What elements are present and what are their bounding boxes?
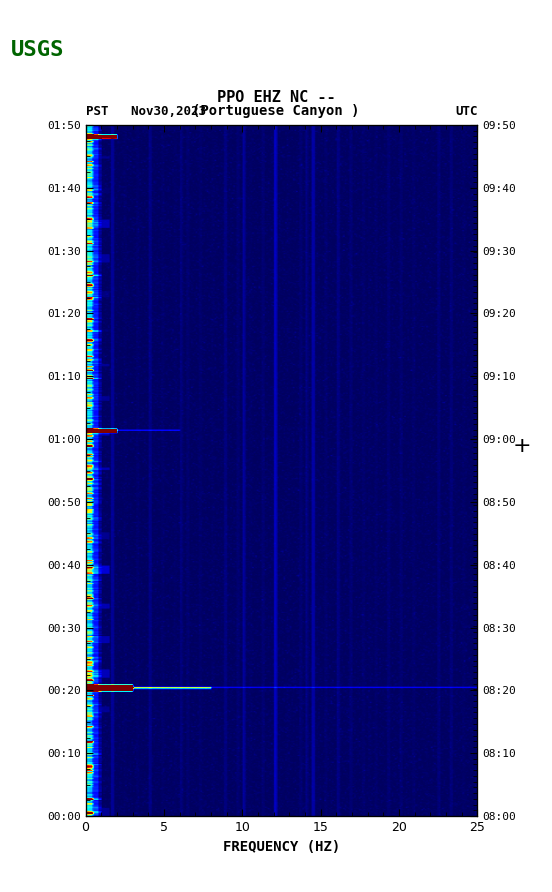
Text: (Portuguese Canyon ): (Portuguese Canyon ) [192, 103, 360, 118]
X-axis label: FREQUENCY (HZ): FREQUENCY (HZ) [223, 839, 340, 854]
Text: PPO EHZ NC --: PPO EHZ NC -- [217, 90, 335, 105]
Text: UTC: UTC [455, 104, 477, 118]
Text: USGS: USGS [11, 40, 65, 60]
Text: PST   Nov30,2023: PST Nov30,2023 [86, 104, 205, 118]
Text: +: + [512, 436, 531, 456]
